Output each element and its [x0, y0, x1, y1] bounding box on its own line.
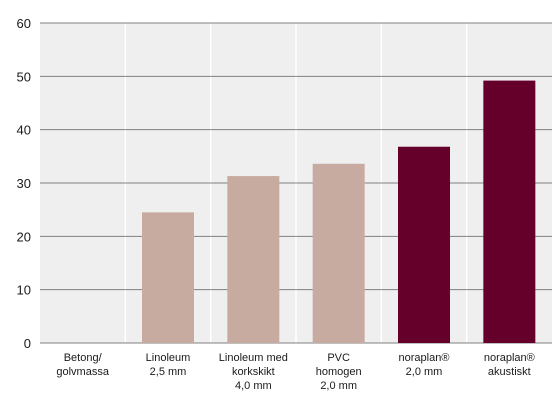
x-category-label: Betong/golvmassa: [56, 352, 109, 378]
y-tick-label: 10: [17, 283, 31, 298]
x-category-label: PVC homogen 2,0 mm: [316, 352, 362, 392]
gridlines: [40, 22, 552, 344]
y-tick-label: 30: [17, 176, 31, 191]
bar: [398, 146, 450, 343]
bar: [142, 212, 194, 343]
y-tick-label: 40: [17, 123, 31, 138]
y-tick-label: 60: [17, 16, 31, 31]
x-axis-labels: Betong/golvmassa Linoleum 2,5 mm Linoleum m…: [56, 352, 534, 392]
y-axis-ticks: 0 10 20 30 40 50 60: [17, 16, 31, 351]
y-tick-label: 50: [17, 69, 31, 84]
bar: [483, 80, 536, 343]
bar: [312, 163, 365, 343]
y-tick-label: 20: [17, 229, 31, 244]
x-category-label: noraplan® akustiskt: [484, 352, 535, 378]
x-category-label: Linoleum 2,5 mm: [146, 352, 191, 378]
x-category-label: noraplan® 2,0 mm: [399, 352, 450, 378]
x-category-label: Linoleum med korkskikt 4,0 mm: [219, 352, 288, 392]
y-tick-label: 0: [24, 336, 31, 351]
bar: [227, 176, 280, 343]
bars: [142, 80, 536, 343]
